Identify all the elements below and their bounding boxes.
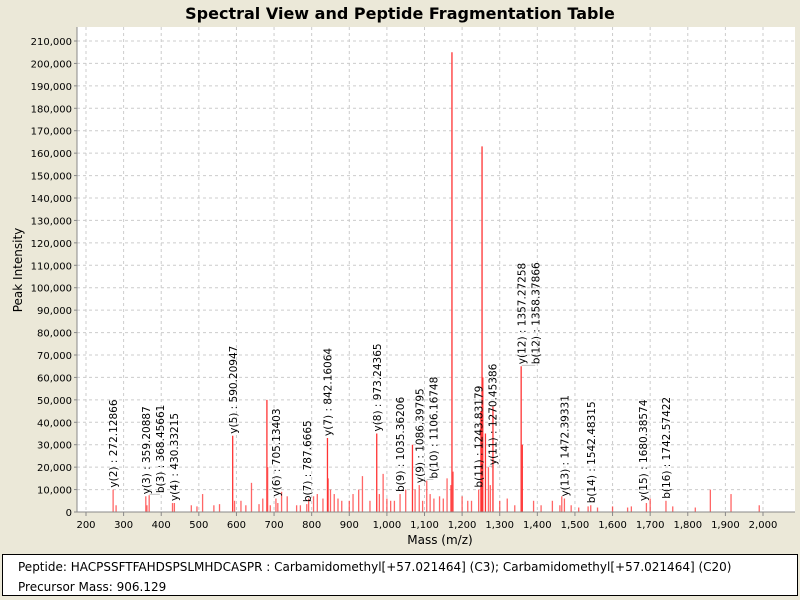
y-tick-label: 130,000 [31, 216, 72, 227]
peak-annotation: b(14) : 1542.48315 [586, 401, 598, 503]
y-tick-label: 190,000 [31, 82, 72, 93]
x-tick-label: 600 [227, 520, 246, 531]
spectrum-chart: Spectral View and Peptide Fragmentation … [11, 4, 795, 547]
x-tick-label: 2,000 [749, 520, 778, 531]
x-tick-label: 1,400 [523, 520, 552, 531]
peptide-sequence: Peptide: HACPSSFTFAHDSPSLMHDCASPR : Carb… [18, 560, 732, 574]
y-tick-label: 180,000 [31, 104, 72, 115]
y-tick-label: 80,000 [37, 329, 72, 340]
x-tick-label: 1,500 [561, 520, 590, 531]
x-tick-label: 800 [302, 520, 321, 531]
peak-annotation: b(11) : 1243.83179 [474, 386, 486, 488]
peak-annotation: y(15) : 1680.38574 [638, 399, 650, 501]
y-tick-label: 60,000 [37, 373, 72, 384]
x-tick-label: 300 [114, 520, 133, 531]
peak-annotation: y(7) : 842.16064 [323, 348, 335, 436]
peak-annotation: b(10) : 1106.16748 [428, 377, 440, 479]
y-tick-label: 0 [66, 508, 72, 519]
peak-annotation: y(9) : 1086.39795 [414, 388, 426, 483]
peak-annotation: y(2) : 272.12866 [108, 399, 120, 487]
peak-annotation: y(3) : 359.20887 [141, 406, 153, 494]
x-tick-label: 900 [340, 520, 359, 531]
peak-annotation: y(4) : 430.33215 [169, 413, 181, 501]
x-tick-label: 500 [189, 520, 208, 531]
y-tick-label: 50,000 [37, 396, 72, 407]
x-tick-label: 1,900 [711, 520, 740, 531]
peak-annotation: y(8) : 973.24365 [372, 343, 384, 431]
x-tick-label: 1,300 [485, 520, 514, 531]
y-tick-label: 150,000 [31, 172, 72, 183]
peak-annotation: y(13) : 1472.39331 [560, 395, 572, 496]
x-tick-label: 1,100 [410, 520, 439, 531]
x-tick-label: 1,600 [598, 520, 627, 531]
x-tick-label: 200 [76, 520, 95, 531]
y-tick-label: 20,000 [37, 463, 72, 474]
y-tick-label: 170,000 [31, 127, 72, 138]
x-tick-label: 1,800 [673, 520, 702, 531]
peak-annotation: y(5) : 590.20947 [228, 346, 240, 434]
x-axis-label: Mass (m/z) [407, 533, 472, 547]
peak-annotation: b(3) : 368.45661 [155, 405, 167, 494]
y-tick-label: 160,000 [31, 149, 72, 160]
peak-annotation: b(16) : 1742.57422 [661, 397, 673, 499]
peptide-info-panel: Peptide: HACPSSFTFAHDSPSLMHDCASPR : Carb… [2, 554, 798, 596]
y-tick-label: 30,000 [37, 441, 72, 452]
y-tick-label: 120,000 [31, 239, 72, 250]
y-tick-label: 40,000 [37, 418, 72, 429]
plot-area [77, 27, 795, 512]
y-tick-label: 10,000 [37, 486, 72, 497]
peak-annotation: y(12) : 1357.27258 [516, 263, 528, 364]
y-tick-label: 90,000 [37, 306, 72, 317]
y-tick-label: 110,000 [31, 261, 72, 272]
peak-annotation: b(7) : 787.6665 [302, 420, 314, 502]
peak-annotation: y(6) : 705.13403 [271, 408, 283, 496]
x-tick-label: 700 [265, 520, 284, 531]
y-tick-label: 140,000 [31, 194, 72, 205]
y-axis-label: Peak Intensity [11, 228, 25, 313]
y-tick-label: 100,000 [31, 284, 72, 295]
x-tick-label: 400 [152, 520, 171, 531]
precursor-mass: Precursor Mass: 906.129 [18, 580, 167, 594]
y-tick-label: 210,000 [31, 37, 72, 48]
x-tick-label: 1,700 [636, 520, 665, 531]
y-tick-label: 70,000 [37, 351, 72, 362]
x-tick-label: 1,000 [373, 520, 402, 531]
peak-annotation: y(11) : 1270.45386 [488, 363, 500, 465]
peak-annotation: b(9) : 1035.36206 [395, 397, 407, 493]
peak-annotation: b(12) : 1358.37866 [530, 262, 542, 364]
y-tick-label: 200,000 [31, 59, 72, 70]
x-tick-label: 1,200 [448, 520, 477, 531]
chart-title: Spectral View and Peptide Fragmentation … [185, 4, 615, 23]
